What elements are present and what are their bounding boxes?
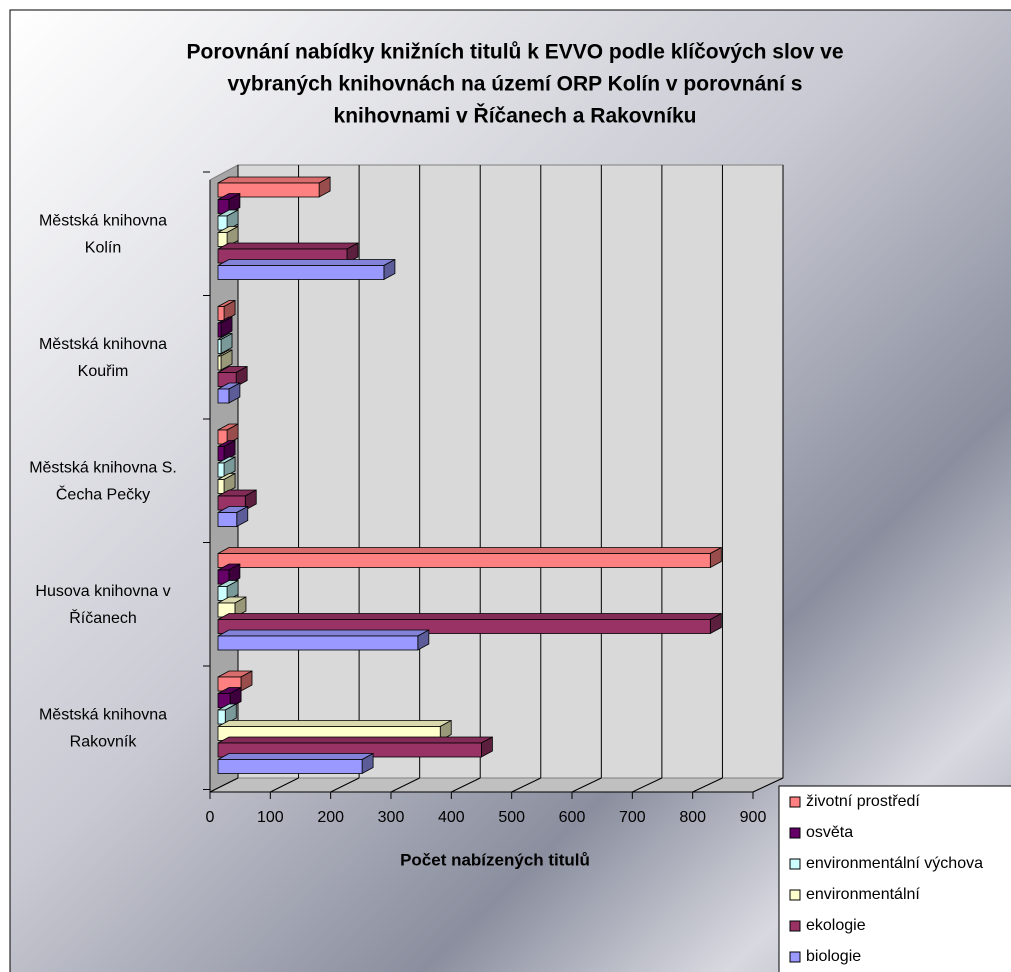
bar — [217, 709, 226, 725]
bar — [217, 355, 222, 371]
floor-grid-line — [632, 777, 663, 793]
x-tick-label: 900 — [740, 809, 767, 826]
bar-top — [217, 242, 359, 250]
x-axis-label: Počet nabízených titulů — [400, 850, 590, 869]
legend-label: biologie — [806, 948, 861, 965]
x-tick-label: 700 — [619, 809, 646, 826]
bar-top — [217, 629, 430, 637]
bar-top — [217, 753, 374, 760]
legend-swatch — [789, 951, 801, 963]
bar — [217, 635, 419, 651]
legend-swatch — [789, 920, 801, 932]
bar-top — [217, 736, 493, 744]
legend-label: environmentální výchova — [806, 855, 983, 872]
x-tick-label: 300 — [378, 809, 405, 826]
bar-top — [217, 547, 722, 554]
category-label: Městská knihovna — [39, 213, 167, 230]
category-label: Říčanech — [69, 608, 137, 627]
x-tick-label: 400 — [438, 809, 465, 826]
category-label: Kolín — [85, 240, 121, 257]
legend-label: ekologie — [806, 917, 866, 934]
bar — [217, 512, 238, 527]
floor-grid-line — [752, 777, 784, 793]
bar — [217, 339, 222, 354]
bar — [217, 182, 320, 198]
category-label: Rakovník — [70, 734, 138, 751]
x-tick-label: 200 — [317, 809, 344, 826]
bar-top — [217, 176, 331, 184]
category-label: Čecha Pečky — [56, 485, 150, 504]
legend-swatch — [789, 827, 801, 839]
bar — [217, 322, 222, 338]
legend-label: environmentální — [806, 886, 920, 903]
floor-grid-line — [511, 777, 541, 793]
bar — [217, 446, 225, 461]
floor-grid-line — [390, 777, 420, 793]
x-tick-label: 800 — [679, 809, 706, 826]
floor-grid-line — [330, 777, 360, 793]
category-label: Městská knihovna — [39, 707, 167, 724]
legend-swatch — [789, 889, 801, 901]
floor-grid-line — [209, 777, 239, 793]
floor-grid-line — [692, 777, 723, 793]
floor-grid-line — [571, 777, 602, 793]
bar-top — [217, 613, 722, 620]
legend-label: životní prostředí — [806, 793, 920, 810]
x-tick-label: 100 — [257, 809, 284, 826]
bar-top — [217, 259, 396, 266]
category-label: Kouřim — [78, 363, 129, 380]
bar-top — [217, 720, 452, 727]
floor-grid-line — [451, 777, 481, 793]
x-tick-label: 0 — [206, 809, 215, 826]
floor-grid-line — [270, 777, 299, 793]
x-tick-label: 500 — [498, 809, 525, 826]
category-label: Husova knihovna v — [35, 583, 170, 600]
category-label: Městská knihovna S. — [29, 460, 177, 477]
legend-swatch — [789, 858, 801, 870]
bar — [217, 306, 225, 321]
bar — [217, 759, 363, 774]
bar — [217, 479, 225, 494]
legend-swatch — [789, 796, 801, 808]
legend — [778, 785, 1011, 972]
chart-title: knihovnami v Říčanech a Rakovníku — [334, 104, 697, 128]
bar — [217, 265, 385, 280]
bar — [217, 462, 225, 478]
chart-title: Porovnání nabídky knižních titulů k EVVO… — [187, 41, 844, 64]
chart-title: vybraných knihovnách na území ORP Kolín … — [228, 73, 803, 96]
category-label: Městská knihovna — [39, 336, 167, 353]
legend-label: osvěta — [806, 824, 853, 841]
bar — [217, 388, 230, 404]
bar — [217, 553, 711, 568]
x-tick-label: 600 — [559, 809, 586, 826]
